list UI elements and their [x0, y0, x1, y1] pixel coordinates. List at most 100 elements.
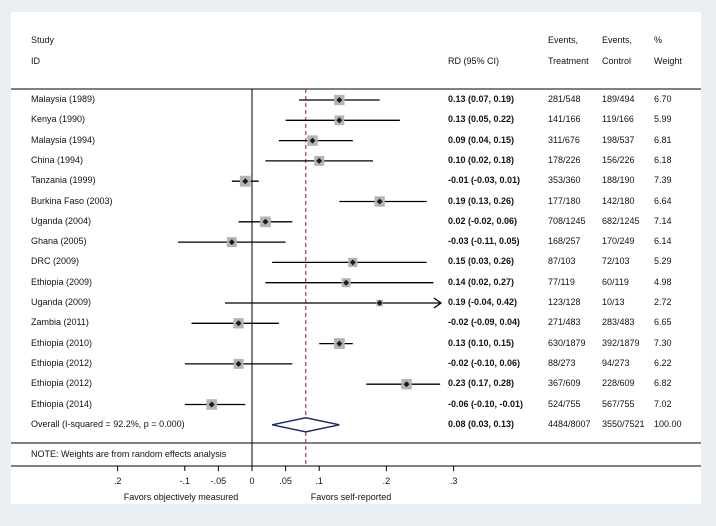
overall-events-treatment: 4484/8007 [548, 418, 591, 429]
study-rd: 0.15 (0.03, 0.26) [448, 256, 515, 267]
study-events-treatment: 77/119 [548, 276, 575, 287]
study-weight: 6.65 [654, 317, 672, 328]
point-estimate [208, 401, 215, 408]
point-estimate [376, 198, 383, 205]
study-weight: 6.81 [654, 134, 672, 145]
study-weight: 5.29 [654, 256, 672, 267]
study-weight: 6.70 [654, 94, 672, 104]
study-events-control: 142/180 [602, 195, 635, 206]
overall-rd: 0.08 (0.03, 0.13) [448, 418, 515, 429]
study-events-treatment: 177/180 [548, 195, 581, 206]
study-events-treatment: 524/755 [548, 398, 581, 409]
study-label: Ethiopia (2012) [31, 378, 93, 389]
study-label: Tanzania (1999) [31, 175, 96, 186]
x-tick-label: .3 [449, 476, 458, 486]
study-label: Ethiopia (2009) [31, 276, 93, 287]
study-rd: 0.02 (-0.02, 0.06) [448, 215, 518, 226]
study-rd: -0.01 (-0.03, 0.01) [448, 175, 521, 186]
study-events-treatment: 123/128 [548, 297, 581, 307]
point-estimate [235, 360, 242, 367]
overall-events-control: 3550/7521 [602, 418, 645, 429]
study-rd: 0.14 (0.02, 0.27) [448, 276, 515, 287]
study-events-control: 283/483 [602, 317, 635, 328]
study-events-control: 119/166 [602, 114, 634, 125]
study-events-treatment: 353/360 [548, 175, 581, 186]
study-rd: -0.02 (-0.09, 0.04) [448, 317, 521, 328]
x-label-left: Favors objectively measured [123, 492, 239, 502]
study-label: Zambia (2011) [31, 317, 89, 328]
study-weight: 6.18 [654, 154, 672, 165]
study-events-control: 189/494 [602, 94, 635, 104]
study-rd: 0.10 (0.02, 0.18) [448, 154, 515, 165]
overall-label: Overall (I-squared = 92.2%, p = 0.000) [31, 418, 185, 429]
study-events-treatment: 141/166 [548, 114, 581, 125]
study-rd: 0.13 (0.07, 0.19) [448, 94, 515, 104]
study-label: Malaysia (1994) [31, 134, 96, 145]
x-tick-label: 0 [249, 476, 255, 486]
study-weight: 2.72 [654, 297, 672, 307]
study-rd: 0.13 (0.05, 0.22) [448, 114, 515, 125]
header-weight: Weight [654, 56, 682, 66]
study-weight: 7.14 [654, 215, 672, 226]
study-rd: -0.02 (-0.10, 0.06) [448, 357, 521, 368]
x-tick-label: -.1 [179, 476, 191, 486]
point-estimate [309, 137, 316, 144]
point-estimate [349, 259, 356, 266]
study-events-treatment: 87/103 [548, 256, 576, 267]
x-tick-label: .1 [315, 476, 323, 486]
study-rd: 0.19 (0.13, 0.26) [448, 195, 515, 206]
header-effect: RD (95% CI) [448, 56, 500, 66]
study-weight: 5.99 [654, 114, 672, 125]
header-events-control: Events, [602, 35, 633, 45]
forest-plot-panel: Study ID RD (95% CI) Events, Treatment Events… [11, 12, 701, 504]
study-label: Uganda (2009) [31, 297, 92, 307]
study-events-treatment: 271/483 [548, 317, 581, 328]
study-events-control: 567/755 [602, 398, 635, 409]
point-estimate [242, 178, 249, 185]
weights-note: NOTE: Weights are from random effects an… [31, 449, 227, 459]
study-label: Ethiopia (2014) [31, 398, 93, 409]
study-label: Ethiopia (2012) [31, 357, 93, 368]
study-weight: 4.98 [654, 276, 672, 287]
study-rd: 0.19 (-0.04, 0.42) [448, 297, 518, 307]
study-events-treatment: 168/257 [548, 236, 581, 247]
study-events-control: 94/273 [602, 357, 630, 368]
study-events-control: 228/609 [602, 378, 635, 389]
study-label: Burkina Faso (2003) [31, 195, 113, 206]
point-estimate [376, 300, 383, 306]
point-estimate [262, 218, 269, 225]
study-label: Kenya (1990) [31, 114, 86, 125]
point-estimate [336, 117, 343, 124]
study-events-treatment: 708/1245 [548, 215, 586, 226]
header-control: Control [602, 56, 632, 66]
study-rd: -0.06 (-0.10, -0.01) [448, 398, 524, 409]
study-weight: 6.22 [654, 357, 672, 368]
study-weight: 7.30 [654, 337, 672, 348]
point-estimate [336, 340, 343, 347]
study-events-treatment: 630/1879 [548, 337, 586, 348]
study-events-control: 188/190 [602, 175, 635, 186]
x-tick-label: .05 [279, 476, 292, 486]
x-tick-label: .2 [113, 476, 122, 486]
study-events-control: 10/13 [602, 297, 625, 307]
overall-weight: 100.00 [654, 418, 682, 429]
study-events-treatment: 88/273 [548, 357, 576, 368]
header-percent: % [654, 35, 663, 45]
x-label-right: Favors self-reported [310, 492, 392, 502]
study-rd: 0.23 (0.17, 0.28) [448, 378, 515, 389]
study-label: Malaysia (1989) [31, 94, 96, 104]
study-events-treatment: 281/548 [548, 94, 581, 104]
point-estimate [336, 97, 343, 103]
study-label: Ghana (2005) [31, 236, 87, 247]
point-estimate [228, 239, 235, 246]
x-tick-label: -.05 [210, 476, 227, 486]
point-estimate [316, 157, 323, 164]
study-events-control: 198/537 [602, 134, 635, 145]
header-events-treatment: Events, [548, 35, 579, 45]
study-events-treatment: 311/676 [548, 134, 580, 145]
overall-diamond [272, 417, 340, 433]
study-weight: 6.82 [654, 378, 672, 389]
point-estimate [403, 381, 410, 388]
study-events-control: 170/249 [602, 236, 635, 247]
study-label: China (1994) [31, 154, 84, 165]
